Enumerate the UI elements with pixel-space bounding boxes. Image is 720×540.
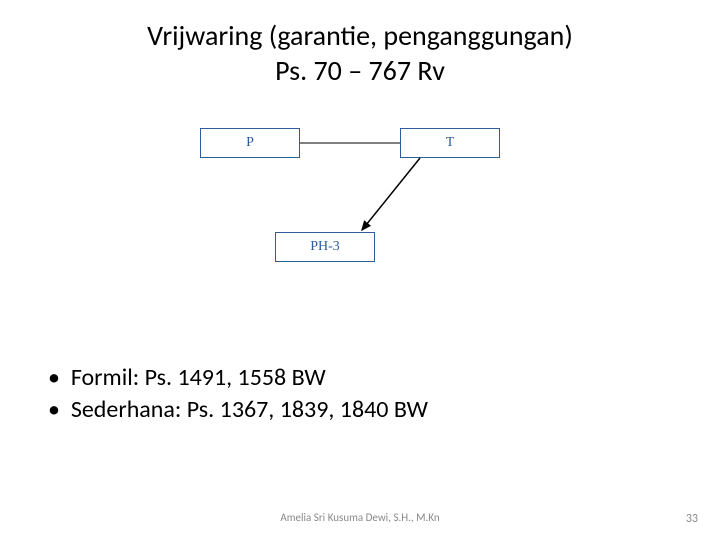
bullet-item: • Sederhana: Ps. 1367, 1839, 1840 BW [48, 394, 428, 426]
slide-title: Vrijwaring (garantie, penganggungan) Ps.… [0, 18, 720, 88]
footer-author: Amelia Sri Kusuma Dewi, S.H., M.Kn [0, 511, 720, 524]
page-number: 33 [686, 512, 698, 526]
bullet-text: Sederhana: Ps. 1367, 1839, 1840 BW [71, 395, 428, 424]
edge-p-t [300, 142, 400, 144]
edge-t-ph3 [350, 158, 430, 238]
node-ph3-label: PH-3 [310, 239, 340, 255]
bullet-item: • Formil: Ps. 1491, 1558 BW [48, 362, 428, 394]
node-t: T [400, 128, 500, 158]
node-p-label: P [246, 135, 254, 151]
node-t-label: T [446, 135, 455, 151]
bullet-list: • Formil: Ps. 1491, 1558 BW • Sederhana:… [48, 362, 428, 427]
bullet-text: Formil: Ps. 1491, 1558 BW [71, 363, 326, 392]
slide: Vrijwaring (garantie, penganggungan) Ps.… [0, 0, 720, 540]
node-p: P [200, 128, 300, 158]
title-line-1: Vrijwaring (garantie, penganggungan) [147, 18, 573, 53]
title-line-2: Ps. 70 – 767 Rv [275, 53, 445, 88]
